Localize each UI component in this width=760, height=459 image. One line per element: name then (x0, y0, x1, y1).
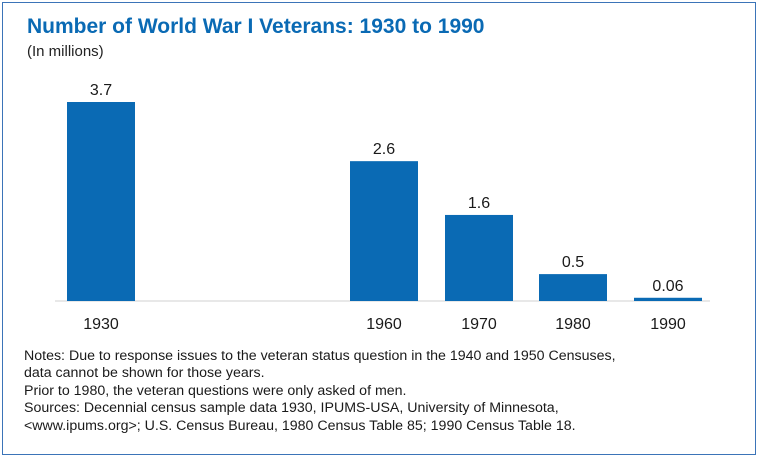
note-line-4: Sources: Decennial census sample data 19… (24, 400, 559, 417)
value-label-1990: 0.06 (652, 278, 683, 295)
notes-block: Notes: Due to response issues to the vet… (24, 348, 744, 435)
chart-title: Number of World War I Veterans: 1930 to … (27, 15, 485, 38)
tick-label-1990: 1990 (650, 316, 686, 333)
bar-1990 (634, 297, 702, 301)
value-labels-group: 3.7 2.6 1.6 0.5 0.06 (90, 82, 684, 295)
note-line-3: Prior to 1980, the veteran questions wer… (24, 382, 407, 399)
value-label-1980: 0.5 (562, 254, 584, 271)
tick-label-1960: 1960 (366, 316, 402, 333)
tick-label-1970: 1970 (461, 316, 497, 333)
bar-1960 (350, 161, 418, 301)
note-line-5: <www.ipums.org>; U.S. Census Bureau, 198… (24, 417, 576, 434)
bar-1980 (539, 274, 607, 301)
tick-label-1930: 1930 (83, 316, 119, 333)
tick-label-1980: 1980 (555, 316, 591, 333)
chart-subtitle: (In millions) (27, 43, 104, 60)
bars-group (67, 102, 702, 301)
tick-labels-group: 1930 1960 1970 1980 1990 (83, 316, 686, 333)
value-label-1960: 2.6 (373, 141, 395, 158)
bar-1970 (445, 214, 513, 301)
value-label-1930: 3.7 (90, 82, 112, 99)
bar-1930 (67, 102, 135, 301)
note-line-2: data cannot be shown for those years. (24, 365, 265, 382)
note-line-1: Notes: Due to response issues to the vet… (24, 348, 616, 364)
value-label-1970: 1.6 (468, 195, 490, 212)
